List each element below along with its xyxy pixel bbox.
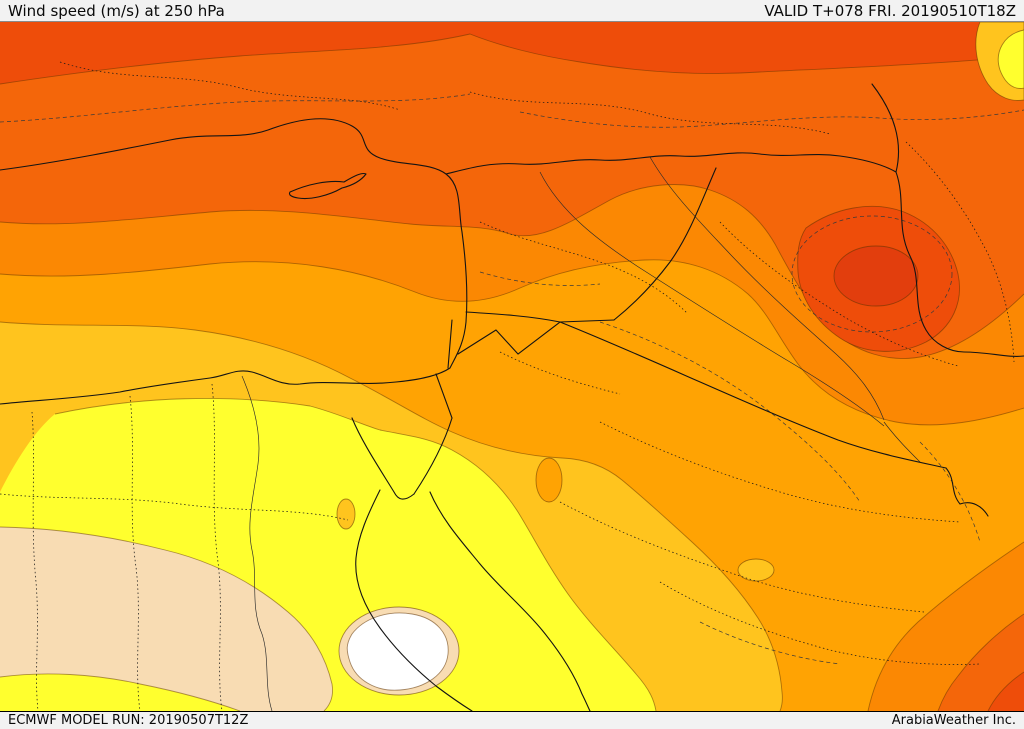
valid-time: VALID T+078 FRI. 20190510T18Z xyxy=(764,1,1016,20)
iran-jet-core xyxy=(833,245,919,307)
footer-bar: ECMWF MODEL RUN: 20190507T12Z ArabiaWeat… xyxy=(0,711,1024,729)
admin-boundaries xyxy=(0,61,1015,711)
wind-band-yellow-strip xyxy=(0,673,240,711)
wind-band-cream xyxy=(0,527,333,711)
gulf-of-aqaba-coast xyxy=(413,417,453,495)
turkey-iran-border xyxy=(871,83,900,173)
calm-white-core xyxy=(346,612,449,691)
iraq-iran-border xyxy=(895,171,1024,357)
wind-wedge-deep-orange xyxy=(938,614,1024,711)
euphrates-river xyxy=(539,171,885,427)
jordan-saudi-border xyxy=(457,321,561,355)
contour-boundaries xyxy=(0,33,1024,711)
model-run-label: ECMWF MODEL RUN: 20190507T12Z xyxy=(8,713,249,728)
saudi-amber-spot xyxy=(737,558,775,582)
shatt-al-arab xyxy=(883,421,921,463)
red-sea-east-coast xyxy=(429,491,591,711)
turkey-south-border xyxy=(445,152,897,175)
rivers xyxy=(241,156,921,711)
header-bar: Wind speed (m/s) at 250 hPa VALID T+078 … xyxy=(0,0,1024,22)
local-wind-maxima xyxy=(336,22,1024,582)
kuwait-border xyxy=(945,467,989,517)
brand-label: ArabiaWeather Inc. xyxy=(891,713,1016,728)
wind-speed-map xyxy=(0,22,1024,711)
cyprus-coastline xyxy=(288,172,367,200)
saudi-orange-spot xyxy=(535,457,563,503)
sinai-amber-spot xyxy=(336,498,356,530)
israel-egypt-border xyxy=(435,373,453,419)
syria-iraq-border xyxy=(613,167,717,321)
map-area xyxy=(0,22,1024,711)
tigris-river xyxy=(649,156,885,421)
jordan-valley-line xyxy=(447,319,453,369)
dashed-contours xyxy=(0,93,1024,665)
nile-river xyxy=(241,375,273,711)
corner-yellow-patch xyxy=(997,29,1024,89)
gulf-of-suez-coast xyxy=(351,417,415,500)
mediterranean-coastline xyxy=(0,118,468,405)
red-sea-west-coast xyxy=(355,489,473,711)
country-borders xyxy=(0,83,1024,711)
wind-wedge-red xyxy=(988,672,1024,711)
syria-jordan-border xyxy=(465,311,615,323)
iraq-saudi-border xyxy=(559,321,947,469)
map-title: Wind speed (m/s) at 250 hPa xyxy=(8,1,225,20)
